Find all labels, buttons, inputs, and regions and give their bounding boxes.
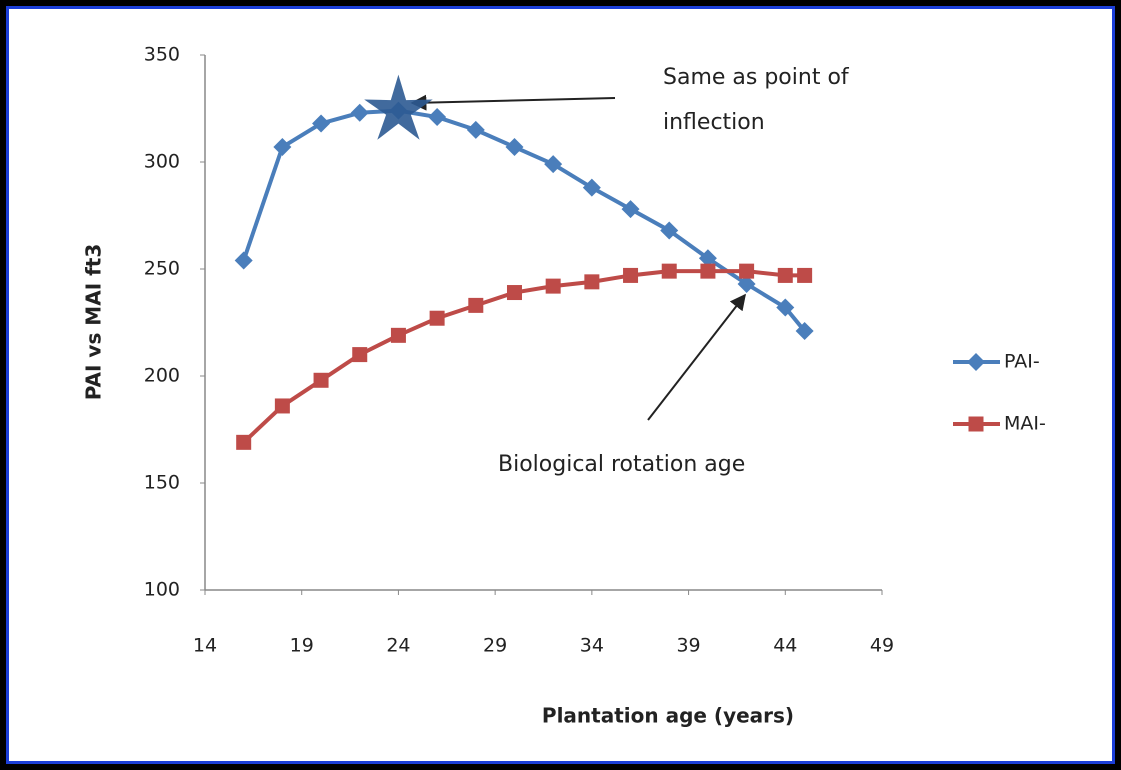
- annotation: inflection: [663, 110, 765, 135]
- point: [777, 267, 793, 283]
- y-tick-label: 100: [144, 579, 180, 601]
- y-tick-label: 250: [144, 258, 180, 280]
- x-axis-title: Plantation age (years): [542, 704, 794, 728]
- x-tick-label: 24: [386, 635, 410, 657]
- point: [390, 327, 406, 343]
- annotation-arrow: [647, 293, 746, 421]
- frame: [6, 6, 1115, 764]
- y-tick-label: 200: [144, 365, 180, 387]
- point: [313, 372, 329, 388]
- point: [468, 297, 484, 313]
- point: [584, 274, 600, 290]
- x-tick-label: 39: [676, 635, 700, 657]
- point: [505, 138, 524, 157]
- point: [776, 298, 795, 317]
- point: [350, 103, 369, 122]
- point: [466, 120, 485, 139]
- point: [737, 274, 756, 293]
- point: [623, 267, 639, 283]
- point: [698, 249, 717, 268]
- point: [506, 285, 522, 301]
- point: [661, 263, 677, 279]
- point: [660, 221, 679, 240]
- y-tick-label: 350: [144, 44, 180, 66]
- x-tick-label: 49: [870, 635, 894, 657]
- point: [273, 138, 292, 157]
- point: [795, 322, 814, 341]
- point: [428, 108, 447, 127]
- point: [312, 114, 331, 133]
- point: [797, 267, 813, 283]
- legend-marker: [967, 353, 985, 371]
- x-tick-label: 19: [290, 635, 314, 657]
- point: [352, 347, 368, 363]
- point: [234, 251, 253, 270]
- point: [739, 263, 755, 279]
- x-tick-label: 44: [773, 635, 797, 657]
- y-tick-label: 300: [144, 151, 180, 173]
- highlight-star: [364, 74, 433, 140]
- point: [429, 310, 445, 326]
- legend-label: PAI-: [1004, 351, 1040, 373]
- legend-label: MAI-: [1004, 413, 1046, 435]
- point: [621, 200, 640, 219]
- y-tick-label: 150: [144, 472, 180, 494]
- point: [700, 263, 716, 279]
- point: [582, 178, 601, 197]
- x-tick-label: 34: [580, 635, 604, 657]
- x-tick-label: 29: [483, 635, 507, 657]
- x-tick-label: 14: [193, 635, 217, 657]
- point: [274, 398, 290, 414]
- annotation-arrow: [410, 94, 616, 111]
- point: [544, 155, 563, 174]
- point: [236, 434, 252, 450]
- series-line: [242, 269, 805, 444]
- annotation: Same as point of: [663, 65, 850, 90]
- series-line: [241, 108, 807, 333]
- y-axis-title: PAI vs MAI ft3: [82, 244, 106, 401]
- point: [545, 278, 561, 294]
- annotation: Biological rotation age: [498, 452, 745, 477]
- legend-marker: [968, 416, 984, 432]
